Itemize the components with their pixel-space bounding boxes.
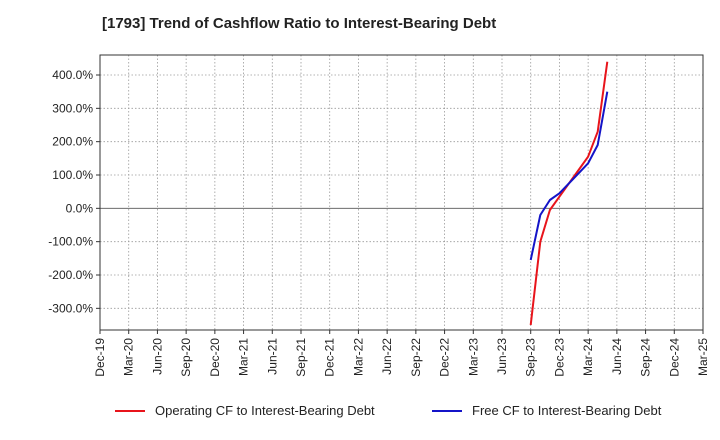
x-tick-label: Dec-21 — [323, 338, 337, 377]
x-tick-label: Jun-21 — [265, 338, 279, 375]
x-tick-label: Dec-22 — [438, 338, 452, 377]
x-tick-label: Jun-24 — [610, 338, 624, 375]
x-tick-label: Sep-20 — [179, 338, 193, 377]
x-tick-label: Mar-24 — [581, 338, 595, 376]
x-tick-label: Mar-20 — [122, 338, 136, 376]
x-tick-label: Dec-20 — [208, 338, 222, 377]
y-tick-label: 0.0% — [66, 201, 94, 215]
legend-label: Operating CF to Interest-Bearing Debt — [155, 403, 375, 418]
y-tick-label: 400.0% — [52, 68, 93, 82]
y-tick-label: -200.0% — [48, 268, 93, 282]
x-tick-label: Mar-25 — [696, 338, 710, 376]
x-tick-label: Dec-23 — [552, 338, 566, 377]
chart-title: [1793] Trend of Cashflow Ratio to Intere… — [102, 15, 497, 32]
y-tick-label: 300.0% — [52, 101, 93, 115]
x-tick-label: Jun-22 — [380, 338, 394, 375]
x-tick-label: Dec-24 — [667, 338, 681, 377]
legend-label: Free CF to Interest-Bearing Debt — [472, 403, 662, 418]
y-tick-label: 100.0% — [52, 168, 93, 182]
free-cf-line — [529, 91, 609, 261]
plot-frame — [99, 54, 704, 331]
x-tick-label: Mar-21 — [237, 338, 251, 376]
x-tick-label: Sep-23 — [524, 338, 538, 377]
x-tick-label: Sep-22 — [409, 338, 423, 377]
x-tick-label: Jun-23 — [495, 338, 509, 375]
x-tick-label: Dec-19 — [93, 338, 107, 377]
x-tick-label: Mar-22 — [351, 338, 365, 376]
x-tick-label: Mar-23 — [466, 338, 480, 376]
x-tick-label: Sep-21 — [294, 338, 308, 377]
x-tick-label: Jun-20 — [150, 338, 164, 375]
y-tick-label: 200.0% — [52, 135, 93, 149]
y-tick-label: -100.0% — [48, 235, 93, 249]
operating-cf-line — [529, 61, 609, 326]
x-tick-label: Sep-24 — [639, 338, 653, 377]
y-tick-label: -300.0% — [48, 301, 93, 315]
